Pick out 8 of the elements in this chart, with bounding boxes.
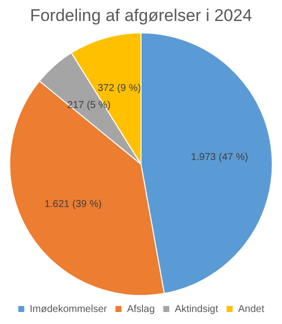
data-label: 1.621 (39 %) <box>44 198 102 210</box>
legend-label: Imødekommelser <box>30 304 108 315</box>
legend-label: Aktindsigt <box>174 304 218 315</box>
legend-label: Afslag <box>126 304 155 315</box>
data-label: 1.973 (47 %) <box>190 152 248 163</box>
data-label: 372 (9 %) <box>98 83 141 94</box>
chart-title: Fordeling af afgørelser i 2024 <box>30 6 252 25</box>
legend-label: Andet <box>238 304 264 315</box>
